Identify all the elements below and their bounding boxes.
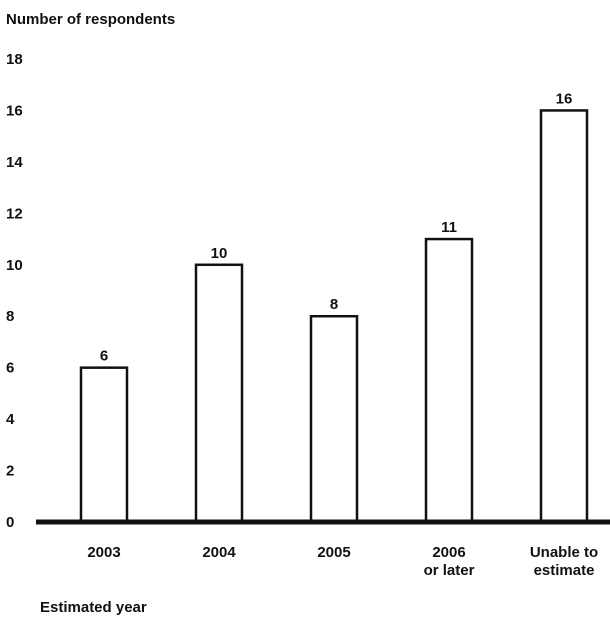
bar-value-label: 8 xyxy=(330,296,338,313)
x-tick-label: 2003 xyxy=(87,544,120,561)
y-tick-label: 6 xyxy=(6,360,14,377)
y-tick-label: 0 xyxy=(6,514,14,531)
x-tick-label: Unable to estimate xyxy=(530,544,598,579)
y-tick-label: 2 xyxy=(6,463,14,480)
y-axis-label: Number of respondents xyxy=(6,11,175,28)
x-tick-label-line: or later xyxy=(424,562,475,579)
y-tick-label: 10 xyxy=(6,257,23,274)
y-tick-label: 12 xyxy=(6,205,23,222)
bar xyxy=(194,263,244,524)
y-axis-ticks: 0 2 4 6 8 10 12 14 16 18 xyxy=(6,51,23,531)
x-tick-label-line: estimate xyxy=(534,562,595,579)
y-tick-label: 4 xyxy=(6,411,15,428)
x-tick-label-line: 2003 xyxy=(87,544,120,561)
bar xyxy=(309,314,359,524)
x-tick-label-line: Unable to xyxy=(530,544,598,561)
y-tick-label: 18 xyxy=(6,51,23,68)
y-tick-label: 16 xyxy=(6,102,23,119)
x-tick-label-line: 2005 xyxy=(317,544,350,561)
bar xyxy=(79,366,129,524)
x-axis-label: Estimated year xyxy=(40,599,147,616)
y-tick-label: 14 xyxy=(6,154,23,171)
data-labels: 6 10 8 11 16 xyxy=(100,90,573,364)
bars xyxy=(79,109,589,524)
bar-value-label: 11 xyxy=(441,219,457,236)
bar xyxy=(539,109,589,524)
x-tick-label-line: 2004 xyxy=(202,544,236,561)
bar-value-label: 16 xyxy=(556,90,573,107)
x-tick-label: 2005 xyxy=(317,544,350,561)
x-axis-tick-labels: 2003 2004 2005 2006 or later Unable to estimat… xyxy=(87,544,598,579)
bar-value-label: 6 xyxy=(100,348,108,365)
bar-value-label: 10 xyxy=(211,245,228,262)
x-tick-label: 2004 xyxy=(202,544,236,561)
y-tick-label: 8 xyxy=(6,308,14,325)
x-tick-label: 2006 or later xyxy=(424,544,475,579)
bar xyxy=(424,237,474,524)
x-tick-label-line: 2006 xyxy=(432,544,465,561)
